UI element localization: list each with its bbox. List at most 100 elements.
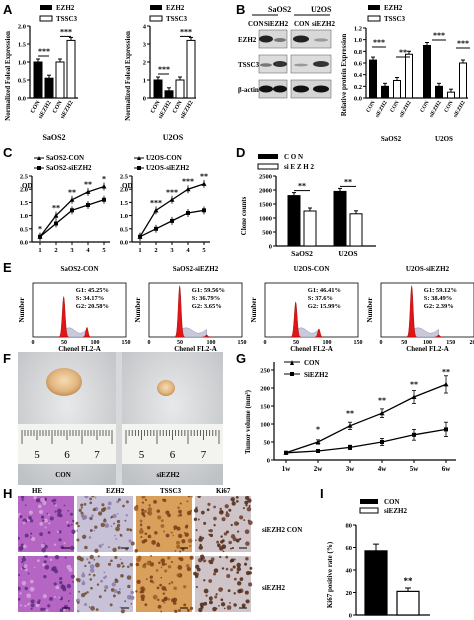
pc-left-pt-0-3	[85, 189, 91, 194]
pa-left-xlabel: SaOS2	[42, 133, 65, 142]
pe-ylabel-3: Number	[366, 298, 374, 323]
pb-bar-5	[435, 85, 443, 99]
pf-ruler-num-3: 5	[139, 449, 145, 461]
pg-xtick-3: 4w	[378, 465, 388, 473]
pb-legend-ezh2: EZH2	[384, 4, 403, 12]
pc-left-sig-0: *	[38, 225, 42, 234]
pg-sig-0: *	[316, 425, 320, 434]
pg-ylabel: Tumor volume (mm³)	[244, 389, 252, 454]
pe-s-phase-2	[295, 327, 320, 338]
pb-cat-6: CON	[443, 100, 454, 114]
pa-right-legend-tssc3-swatch	[149, 15, 163, 22]
panel-letter-a: A	[3, 2, 13, 17]
pc-right-pt-1-2	[170, 218, 174, 223]
pi-tick-2: 40	[346, 568, 353, 575]
pe-xtick-0-0: 0	[32, 340, 35, 346]
pb-cat-4: CON	[419, 100, 430, 114]
pc-left-pt-1-2	[70, 208, 74, 213]
pe-xtick-3-0: 0	[380, 340, 383, 346]
pb-cat-1: siEZH2	[375, 100, 389, 119]
pc-right-sig-3: **	[200, 172, 208, 181]
pg-pt-0-3	[379, 410, 385, 416]
pc-left-sig-3: **	[84, 180, 92, 189]
pc-left-sig-4: *	[102, 175, 106, 184]
pc-left-sig-2: **	[68, 188, 76, 197]
pa-left-tick-3: 1.5	[18, 42, 27, 49]
pc-left-tick-0: 0.0	[20, 240, 28, 247]
pi-tick-3: 60	[346, 545, 353, 552]
pc-right-pt-1-1	[154, 226, 158, 231]
pa-right-sig-1: ***	[180, 27, 192, 36]
pe-s-phase-0	[63, 327, 88, 338]
pe-xtick-2-0: 0	[264, 340, 267, 346]
pa-right-tick-0: 0	[143, 96, 146, 103]
panel-e: SaOS2-CON G1: 45.25% S: 34.17% G2: 20.58% 0 5…	[0, 261, 474, 353]
pa-left-bar-1	[44, 77, 54, 99]
pc-right-tick-4: 2.0	[120, 187, 128, 194]
pa-right-bar-0	[153, 79, 163, 99]
pd-bar-0-0	[287, 195, 301, 247]
pb-row-2: β-actin	[238, 86, 259, 94]
pb-group-u2os: U2OS	[435, 135, 453, 143]
pa-right-tick-2: 2	[143, 60, 146, 67]
pd-ylabel: Clone counts	[240, 196, 248, 235]
pg-pt-1-0	[284, 450, 288, 455]
pc-right-sig-0: ***	[150, 198, 162, 207]
pe-g2-peak-0	[82, 326, 92, 338]
panel-letter-b: B	[236, 2, 246, 17]
pc-left-pt-0-4	[101, 184, 107, 189]
pa-right-legend-tssc3: TSSC3	[166, 15, 188, 23]
ph-row-con: siEZH2 CON	[262, 526, 303, 534]
pa-right-ylabel: Normalized Foleal Expression	[124, 31, 132, 121]
pg-xtick-4: 5w	[410, 465, 420, 473]
ph-col-ki67: Ki67	[216, 487, 231, 495]
pg-pt-0-4	[411, 394, 417, 399]
pd-legend-si-swatch	[257, 163, 279, 170]
pf-ruler-num-4: 6	[170, 449, 176, 461]
pb-tick-3: 0.6	[354, 61, 363, 68]
pc-right-legend-con: U2OS-CON	[146, 154, 182, 162]
pe-title-1: SaOS2-siEZH2	[173, 265, 219, 273]
pe-title-0: SaOS2-CON	[60, 265, 98, 273]
pc-right-ylabel: OD	[122, 182, 133, 190]
pc-right-tick-2: 1.0	[120, 213, 128, 220]
pa-left-tick-0: 0.0	[18, 96, 26, 103]
pg-xtick-5: 6w	[442, 465, 452, 473]
pd-tick-1: 500	[262, 230, 272, 237]
ph-ihc-images	[18, 496, 253, 614]
pc-right-legend-si: U2OS-siEZH2	[146, 164, 190, 172]
ph-col-he: HE	[32, 487, 43, 495]
pb-ylabel: Relative protein Expression	[340, 34, 348, 117]
pg-pt-1-1	[316, 449, 320, 453]
pb-sig-0: ***	[373, 38, 385, 47]
pa-legend-tssc3: TSSC3	[56, 15, 78, 23]
pg-tick-2: 100	[260, 422, 270, 429]
panel-letter-d: D	[236, 145, 246, 160]
pc-right-pt-0-4	[201, 181, 207, 186]
pd-legend-con: C O N	[284, 153, 303, 161]
ph-row-si: siEZH2	[262, 584, 285, 592]
pb-cat-5: siEZH2	[429, 100, 443, 119]
pb-western-blots	[258, 29, 332, 99]
pi-legend-con: CON	[384, 498, 400, 506]
ph-img-r1-c1	[75, 554, 135, 614]
pa-legend-tssc3-swatch	[39, 15, 53, 22]
pa-left-tick-4: 2.0	[18, 24, 26, 31]
pa-left-tick-2: 1.0	[18, 60, 26, 67]
panel-letter-g: G	[236, 351, 247, 366]
pb-tick-6: 1.2	[354, 26, 362, 33]
pe-xtick-3-3: 150	[446, 340, 455, 346]
ph-col-tssc3: TSSC3	[160, 487, 182, 495]
panel-letter-h: H	[3, 486, 13, 501]
pe-xtick-1-1: 50	[177, 340, 183, 346]
pc-left-line-1	[39, 199, 105, 238]
pb-bar-3	[405, 53, 413, 99]
pc-right-sig-1: ***	[166, 188, 178, 197]
panel-d-chart: C O N si E Z H 2 Clone counts 0 500 1000 15…	[240, 153, 376, 258]
pc-right-tick-5: 2.5	[120, 174, 129, 181]
pc-right-pt-0-3	[185, 186, 191, 192]
pa-ylabel: Normalized Foleal Expression	[4, 31, 12, 121]
pc-left-xtick-1: 2	[54, 247, 57, 254]
pd-group-0: SaOS2	[291, 249, 313, 258]
pb-sig-2: ***	[433, 31, 445, 40]
